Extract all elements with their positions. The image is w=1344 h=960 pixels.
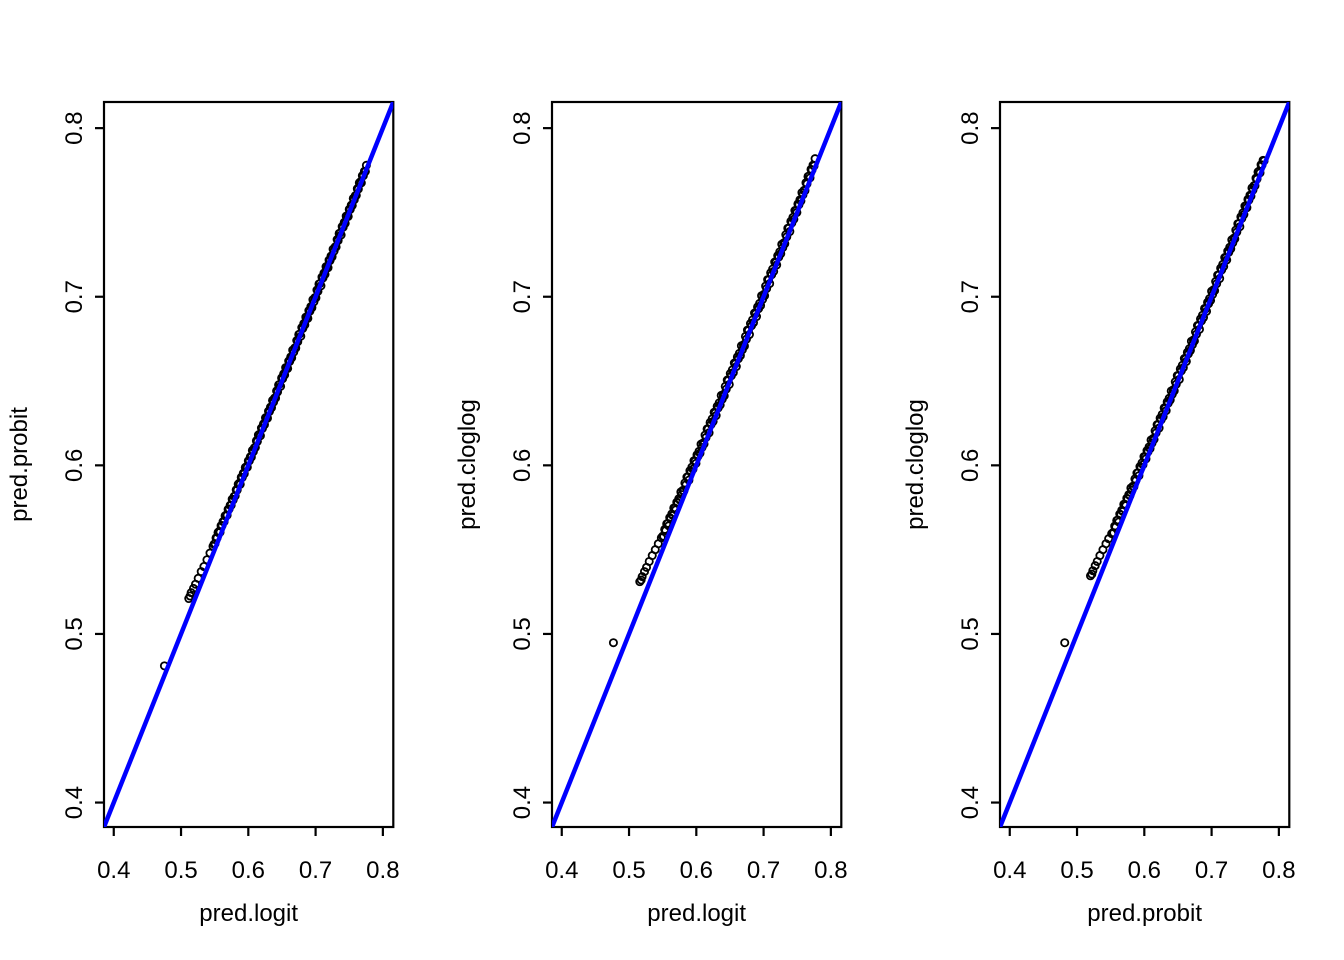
data-point — [1090, 561, 1100, 571]
x-axis-tick-label: 0.4 — [993, 857, 1026, 884]
y-axis-tick-label: 0.7 — [61, 280, 88, 313]
data-point — [1060, 638, 1070, 648]
x-axis-tick-label: 0.8 — [1262, 857, 1295, 884]
x-axis-tick-label: 0.6 — [680, 857, 713, 884]
identity-line — [552, 102, 842, 827]
y-axis-title: pred.cloglog — [454, 399, 481, 530]
identity-line — [104, 102, 394, 827]
x-axis-title: pred.logit — [199, 900, 298, 927]
x-axis-tick-label: 0.4 — [545, 857, 578, 884]
data-point — [640, 567, 650, 577]
x-axis-tick-label: 0.5 — [612, 857, 645, 884]
y-axis-tick-label: 0.4 — [957, 786, 984, 819]
x-axis-tick-label: 0.4 — [97, 857, 130, 884]
data-point — [635, 577, 645, 587]
scatter-panel-1: 0.4 0.5 0.6 0.7 0.8 0.4 0.5 0.6 0.7 0.8 pred.logit… — [6, 100, 400, 927]
y-axis-tick-label: 0.8 — [957, 111, 984, 144]
x-axis-tick-label: 0.5 — [1060, 857, 1093, 884]
identity-line — [1000, 102, 1290, 827]
y-axis-tick-label: 0.8 — [509, 111, 536, 144]
x-axis-tick-label: 0.6 — [1128, 857, 1161, 884]
x-axis-tick-label: 0.6 — [232, 857, 265, 884]
x-axis-tick-label: 0.7 — [1195, 857, 1228, 884]
y-axis-tick-label: 0.5 — [957, 617, 984, 650]
y-axis-tick-label: 0.7 — [957, 280, 984, 313]
scatter-panel-3: 0.4 0.5 0.6 0.7 0.8 0.4 0.5 0.6 0.7 0.8 pred.probi… — [902, 100, 1296, 927]
y-axis-tick-label: 0.6 — [957, 449, 984, 482]
y-axis-tick-label: 0.5 — [61, 617, 88, 650]
x-axis-tick-label: 0.7 — [747, 857, 780, 884]
y-axis-tick-label: 0.8 — [61, 111, 88, 144]
y-axis-tick-label: 0.5 — [509, 617, 536, 650]
data-point — [637, 572, 647, 582]
x-axis-tick-label: 0.7 — [299, 857, 332, 884]
data-point — [608, 638, 618, 648]
data-point — [1088, 566, 1098, 576]
x-axis-tick-label: 0.8 — [814, 857, 847, 884]
x-axis-tick-label: 0.5 — [164, 857, 197, 884]
points-layer — [552, 102, 842, 827]
x-axis-tick-label: 0.8 — [366, 857, 399, 884]
y-axis-title: pred.cloglog — [902, 399, 929, 530]
y-axis-tick-label: 0.4 — [509, 786, 536, 819]
y-axis-tick-label: 0.7 — [509, 280, 536, 313]
x-axis-title: pred.probit — [1087, 900, 1202, 927]
x-axis-title: pred.logit — [647, 900, 746, 927]
y-axis-tick-label: 0.4 — [61, 786, 88, 819]
y-axis-title: pred.probit — [6, 407, 33, 522]
points-layer — [1000, 102, 1290, 827]
y-axis-tick-label: 0.6 — [61, 449, 88, 482]
points-layer — [104, 102, 394, 827]
scatter-panel-2: 0.4 0.5 0.6 0.7 0.8 0.4 0.5 0.6 0.7 0.8 pred.logit… — [454, 100, 848, 927]
data-point — [1085, 571, 1095, 581]
y-axis-tick-label: 0.6 — [509, 449, 536, 482]
